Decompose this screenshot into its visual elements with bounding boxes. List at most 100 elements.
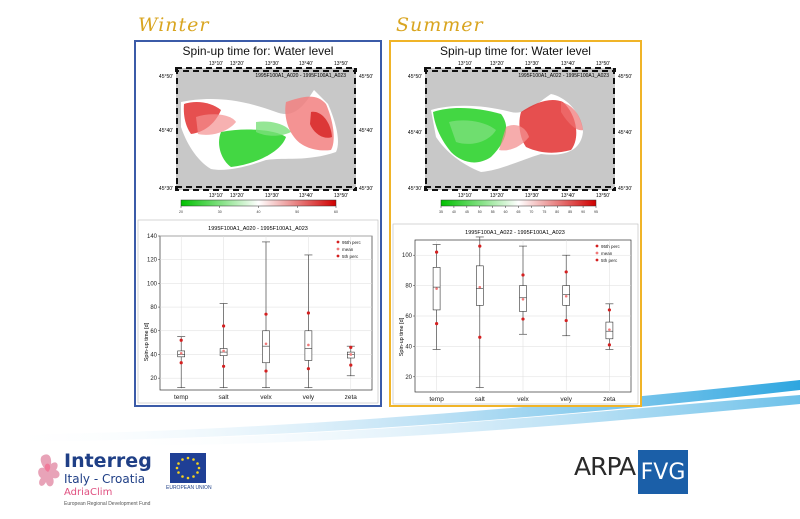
- legend-label: 5th perc: [601, 258, 618, 263]
- box: [476, 265, 484, 306]
- map-tick-label: 13°20': [490, 193, 504, 199]
- y-tick-label: 20: [405, 375, 412, 381]
- x-tick-label: temp: [429, 396, 444, 403]
- mean-marker: [307, 343, 310, 347]
- summer-map: 13°10' 13°20' 13°30' 13°40' 13°50' 13°10…: [408, 61, 632, 199]
- winter-label: Winter: [138, 14, 210, 36]
- colorbar-tick-label: 55: [491, 210, 495, 214]
- y-tick-label: 120: [147, 258, 158, 264]
- map-tick-label: 13°20': [490, 61, 504, 67]
- summer-plot-title: 1995F100A1_A022 - 1995F100A1_A023: [465, 230, 565, 236]
- colorbar-tick-label: 40: [257, 210, 261, 214]
- x-tick-label: salt: [219, 394, 229, 401]
- y-tick-label: 40: [405, 344, 412, 350]
- summer-figure: 13°10' 13°20' 13°30' 13°40' 13°50' 13°10…: [392, 61, 639, 405]
- p95-marker: [607, 308, 611, 312]
- legend-marker: [595, 244, 599, 248]
- winter-colorbar-ticks: 20 30 40 50 60: [179, 206, 338, 214]
- winter-map-ticks-top: 13°10' 13°20' 13°30' 13°40' 13°50': [209, 61, 348, 67]
- colorbar-tick-label: 65: [517, 210, 521, 214]
- map-tick-label: 45°30': [408, 186, 422, 192]
- mean-marker: [435, 287, 438, 290]
- eu-flag-icon: [170, 453, 206, 483]
- legend-label: mean: [342, 247, 354, 252]
- winter-map: 13°10' 13°20' 13°30' 13°40' 13°50' 13°10…: [159, 61, 373, 199]
- y-tick-label: 60: [405, 314, 412, 320]
- winter-figure: 13°10' 13°20' 13°30' 13°40' 13°50' 13°10…: [137, 61, 379, 404]
- map-tick-label: 13°50': [596, 61, 610, 67]
- winter-boxplot: 20 40 60 80 100 120 140 temp salt velx vely zeta 95t…: [147, 234, 373, 401]
- map-tick-label: 45°30': [359, 186, 373, 192]
- x-tick-label: temp: [174, 394, 189, 401]
- map-tick-label: 13°30': [525, 61, 539, 67]
- legend-marker: [336, 254, 340, 258]
- interreg-fund: European Regional Development Fund: [64, 501, 151, 507]
- fvg-badge: FVG: [638, 450, 688, 494]
- legend-marker: [336, 247, 340, 251]
- map-tick-label: 45°50': [408, 74, 422, 80]
- y-tick-label: 40: [150, 352, 157, 358]
- winter-map-subtitle: 1995F100A1_A020 - 1995F100A1_A023: [255, 73, 346, 79]
- p95-marker: [478, 244, 482, 248]
- x-tick-label: zeta: [603, 396, 616, 403]
- map-tick-label: 45°40': [408, 130, 422, 136]
- summer-map-ticks-bottom: 13°10' 13°20' 13°30' 13°40' 13°50': [458, 193, 610, 199]
- p5-marker: [349, 363, 353, 367]
- box: [262, 330, 270, 364]
- winter-panel: Spin-up time for: Water level 13°10' 13°…: [134, 40, 382, 407]
- colorbar-tick-label: 95: [594, 210, 598, 214]
- map-tick-label: 13°20': [230, 193, 244, 199]
- p95-marker: [179, 338, 183, 342]
- map-tick-label: 13°10': [209, 193, 223, 199]
- map-tick-label: 13°30': [265, 61, 279, 67]
- colorbar-tick-label: 60: [334, 210, 338, 214]
- winter-ylabel: Spin-up time [d]: [144, 322, 150, 361]
- mean-marker: [564, 294, 568, 298]
- winter-map-ticks-bottom: 13°10' 13°20' 13°30' 13°40' 13°50': [209, 193, 348, 199]
- p95-marker: [521, 273, 525, 277]
- map-tick-label: 45°50': [159, 74, 173, 80]
- y-tick-label: 100: [402, 253, 413, 259]
- map-tick-label: 13°10': [458, 61, 472, 67]
- p5-marker: [179, 361, 183, 365]
- x-tick-label: velx: [260, 394, 272, 401]
- legend-label: 5th perc: [342, 254, 359, 259]
- map-tick-label: 13°10': [209, 61, 223, 67]
- y-tick-label: 60: [150, 329, 157, 335]
- y-tick-label: 20: [150, 376, 157, 382]
- p95-marker: [264, 312, 268, 316]
- p5-marker: [435, 322, 439, 326]
- winter-plot-frame: [137, 219, 379, 404]
- summer-colorbar: [440, 199, 597, 207]
- winter-map-ticks-right: 45°50' 45°40' 45°30': [359, 74, 373, 192]
- map-tick-label: 45°50': [359, 74, 373, 80]
- winter-colorbar: [180, 199, 337, 207]
- legend-label: 95th perc: [601, 244, 621, 249]
- mean-marker: [478, 285, 482, 289]
- colorbar-tick-label: 45: [465, 210, 469, 214]
- background-swoosh: [0, 380, 800, 446]
- mean-marker: [521, 297, 525, 301]
- p5-marker: [564, 318, 568, 323]
- summer-boxplot: 20 40 60 80 100 temp salt velx vely zeta 95th perc…: [402, 236, 632, 403]
- legend-marker: [336, 240, 340, 244]
- map-tick-label: 13°40': [561, 193, 575, 199]
- legend-marker: [595, 251, 599, 255]
- mean-marker: [179, 351, 183, 355]
- summer-map-subtitle: 1995F100A1_A022 - 1995F100A1_A023: [518, 73, 609, 79]
- interreg-program: Italy - Croatia: [64, 472, 146, 486]
- map-tick-label: 45°30': [618, 186, 632, 192]
- p5-marker: [222, 364, 226, 368]
- mean-marker: [264, 342, 268, 346]
- winter-map-ticks-left: 45°50' 45°40' 45°30': [159, 74, 173, 192]
- x-tick-label: vely: [303, 394, 315, 401]
- summer-ylabel: Spin-up time [d]: [399, 317, 405, 356]
- arpa-text: ARPA: [574, 452, 636, 481]
- summer-map-ticks-right: 45°50' 45°40' 45°30': [618, 74, 632, 192]
- map-tick-label: 13°40': [299, 193, 313, 199]
- colorbar-tick-label: 40: [452, 210, 456, 214]
- map-tick-label: 13°30': [525, 193, 539, 199]
- interreg-logo: Interreg Italy - Croatia AdriaClim Europ…: [38, 450, 218, 512]
- y-tick-label: 100: [147, 281, 158, 287]
- colorbar-tick-label: 50: [478, 210, 482, 214]
